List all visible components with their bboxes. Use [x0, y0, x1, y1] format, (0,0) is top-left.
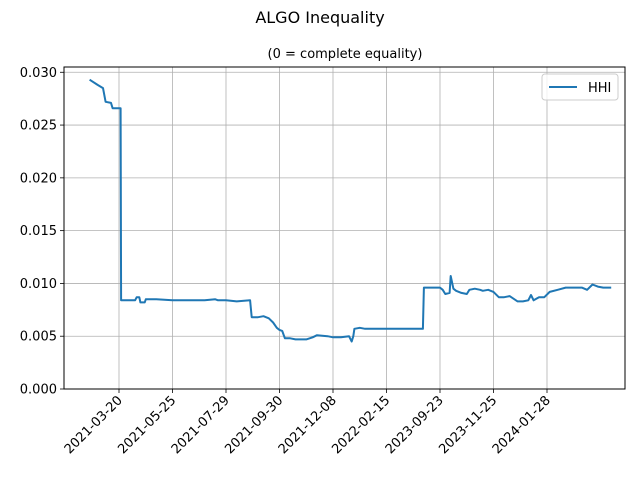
y-tick-label: 0.020 [20, 171, 57, 186]
x-tick-label: 2024-01-28 [490, 393, 554, 457]
y-axis: 0.000 0.005 0.010 0.015 0.020 0.025 0.030 [20, 66, 64, 398]
grid [64, 67, 625, 390]
x-axis: 2021-03-202021-05-252021-07-292021-09-30… [62, 389, 554, 457]
series-layer [89, 78, 612, 343]
legend: HHI [541, 73, 619, 101]
legend-label-hhi: HHI [588, 81, 611, 96]
y-tick-label: 0.025 [20, 119, 57, 134]
chart-title: ALGO Inequality [255, 8, 384, 27]
y-tick-label: 0.015 [20, 224, 57, 239]
plot-frame [63, 66, 626, 390]
y-tick-label: 0.000 [20, 383, 57, 398]
y-tick-label: 0.030 [20, 66, 57, 81]
y-tick-label: 0.010 [20, 277, 57, 292]
legend-box [541, 73, 619, 101]
chart-subtitle: (0 = complete equality) [268, 47, 423, 62]
y-tick-label: 0.005 [20, 330, 57, 345]
series-line-hhi [89, 78, 612, 343]
